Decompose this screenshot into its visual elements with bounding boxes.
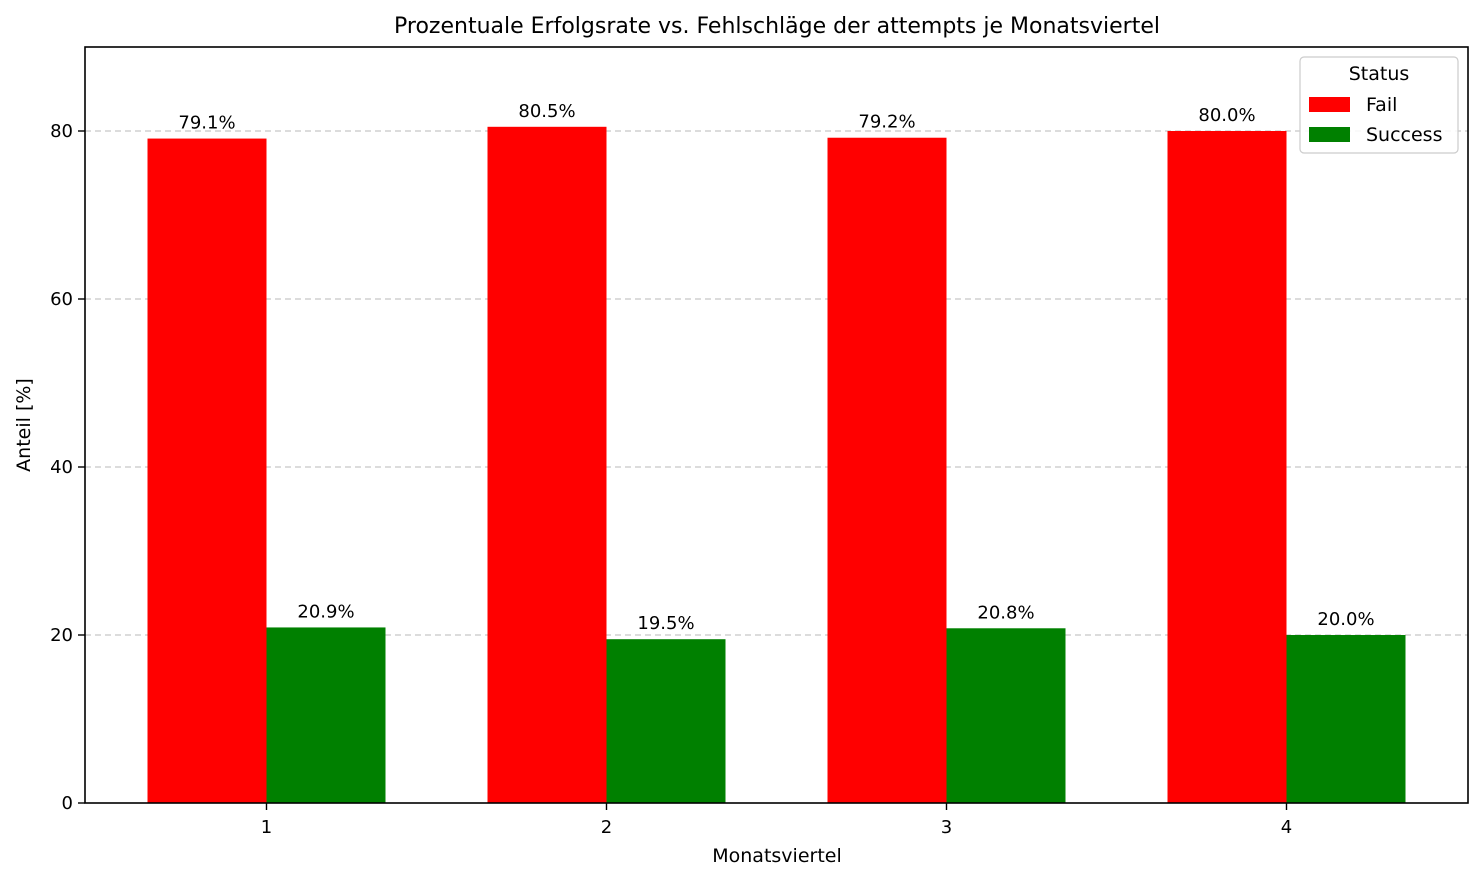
- x-tick-label: 1: [261, 817, 272, 838]
- y-tick-label: 40: [50, 457, 73, 478]
- data-label-fail-2: 80.5%: [518, 101, 575, 122]
- legend-label-success: Success: [1366, 124, 1442, 146]
- data-label-success-4: 20.0%: [1317, 609, 1374, 630]
- legend-label-fail: Fail: [1366, 94, 1397, 116]
- bar-success-4: [1286, 635, 1406, 803]
- data-label-fail-1: 79.1%: [178, 113, 235, 134]
- bar-fail-1: [147, 138, 267, 803]
- x-tick-label: 3: [941, 817, 952, 838]
- bar-success-3: [946, 628, 1066, 803]
- chart-title: Prozentuale Erfolgsrate vs. Fehlschläge …: [394, 14, 1160, 39]
- data-label-fail-3: 79.2%: [858, 112, 915, 133]
- bar-success-2: [606, 639, 726, 803]
- legend-swatch-fail: [1309, 97, 1350, 112]
- legend-title: Status: [1349, 63, 1410, 85]
- bars-layer: [147, 126, 1406, 804]
- y-tick-label: 60: [50, 289, 73, 310]
- x-tick-label: 2: [601, 817, 612, 838]
- bar-fail-3: [827, 137, 947, 804]
- bar-fail-4: [1167, 131, 1287, 803]
- data-label-success-2: 19.5%: [637, 613, 694, 634]
- legend-swatch-success: [1309, 127, 1350, 142]
- x-axis-label: Monatsviertel: [712, 845, 842, 867]
- y-axis-label: Anteil [%]: [13, 378, 35, 472]
- y-tick-label: 20: [50, 625, 73, 646]
- y-tick-label: 0: [62, 793, 73, 814]
- data-label-success-3: 20.8%: [977, 602, 1034, 623]
- data-label-success-1: 20.9%: [297, 601, 354, 622]
- data-label-fail-4: 80.0%: [1198, 105, 1255, 126]
- plot-frame: [84, 46, 1469, 804]
- x-tick-label: 4: [1281, 817, 1292, 838]
- legend: Status Fail Success: [1299, 56, 1459, 154]
- bar-success-1: [266, 627, 386, 803]
- y-axis-ticks: 0 20 40 60 80: [50, 121, 85, 814]
- data-labels-layer: 79.1% 20.9% 80.5% 19.5% 79.2% 20.8% 80.0% 20.0%: [178, 101, 1374, 634]
- bar-fail-2: [487, 126, 607, 804]
- x-axis-ticks: 1 2 3 4: [261, 803, 1292, 838]
- y-tick-label: 80: [50, 121, 73, 142]
